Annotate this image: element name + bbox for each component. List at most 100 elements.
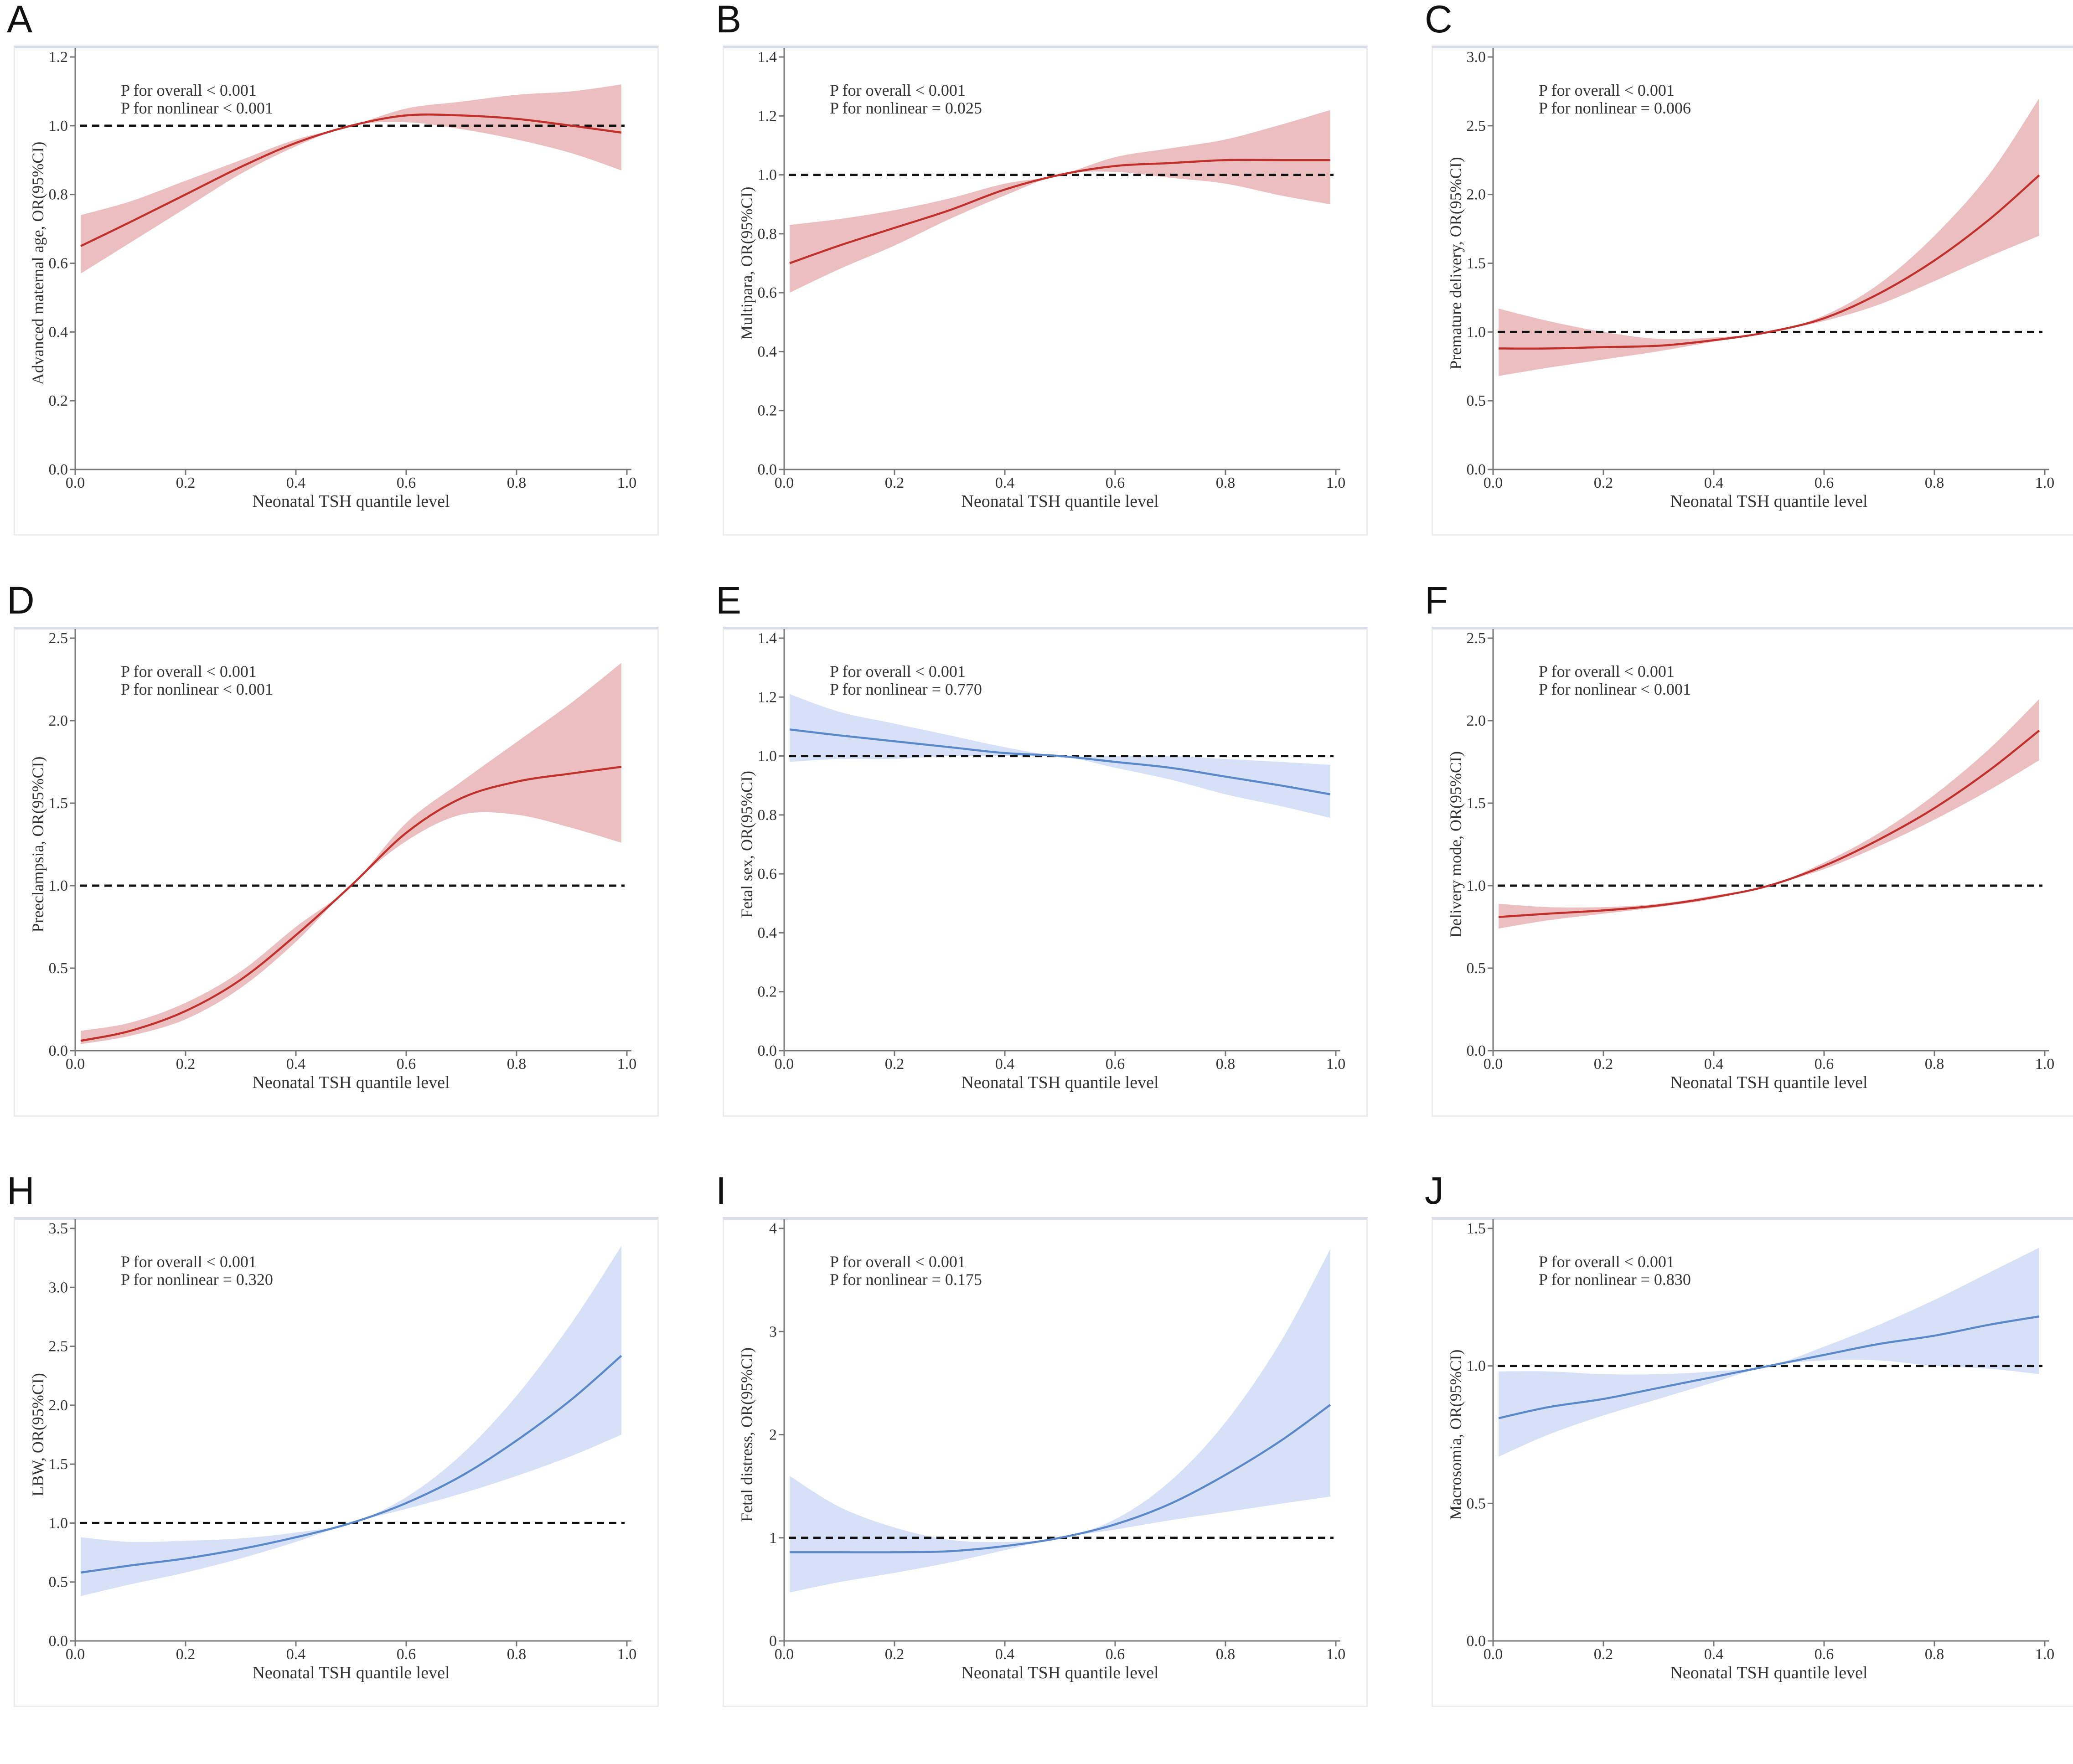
- y-tick-label: 2.5: [49, 630, 68, 647]
- y-tick-label: 2.5: [1467, 630, 1486, 647]
- y-tick-label: 1.0: [49, 1515, 68, 1532]
- p-value-annotation: P for nonlinear = 0.025: [830, 99, 982, 117]
- x-axis-label: Neonatal TSH quantile level: [961, 492, 1158, 511]
- y-tick-label: 1.2: [49, 49, 68, 66]
- x-tick-label: 1.0: [1326, 475, 1346, 491]
- x-axis-label: Neonatal TSH quantile level: [252, 492, 450, 511]
- y-tick-label: 0.6: [49, 255, 68, 272]
- p-value-annotation: P for overall < 0.001: [1539, 81, 1675, 99]
- y-tick-label: 1.5: [1467, 795, 1486, 812]
- x-tick-label: 0.4: [995, 475, 1015, 491]
- x-axis-label: Neonatal TSH quantile level: [1670, 492, 1867, 511]
- y-tick-label: 0: [769, 1633, 777, 1650]
- x-tick-label: 0.2: [1594, 1056, 1613, 1073]
- or-curve: [80, 113, 622, 247]
- y-tick-label: 0.0: [1467, 1633, 1486, 1650]
- plot-frame: [1432, 627, 2073, 1117]
- p-value-annotation: P for nonlinear = 0.320: [121, 1270, 273, 1289]
- y-axis-label: Fetal sex, OR(95%CI): [738, 771, 756, 918]
- x-tick-label: 0.0: [775, 1646, 794, 1663]
- y-axis-label: Multipara, OR(95%CI): [738, 187, 756, 340]
- chart-svg: 0.0 0.2 0.4 0.6 0.8 1.0 0.0 0.2 0.4 0.6 0.8 1.0 1.2 1…: [738, 629, 1345, 1092]
- x-tick-label: 0.4: [286, 1056, 306, 1073]
- x-tick-label: 1.0: [617, 1056, 637, 1073]
- x-tick-label: 0.8: [507, 475, 527, 491]
- p-value-annotation: P for overall < 0.001: [121, 662, 257, 681]
- p-value-annotation: P for nonlinear = 0.006: [1539, 99, 1691, 117]
- x-tick-label: 0.8: [1216, 475, 1236, 491]
- y-tick-label: 2: [769, 1427, 777, 1444]
- x-tick-label: 0.0: [775, 1056, 794, 1073]
- x-tick-label: 0.6: [397, 1646, 416, 1663]
- panel-letter: F: [1425, 579, 1448, 622]
- x-tick-label: 0.4: [995, 1646, 1015, 1663]
- chart-svg: 0.0 0.2 0.4 0.6 0.8 1.0 0.0 0.5 1.0 1.5 2.0 2.5 Neon…: [1447, 629, 2054, 1092]
- confidence-band: [81, 663, 621, 1044]
- y-tick-label: 2.0: [1467, 712, 1486, 729]
- x-tick-label: 0.6: [397, 1056, 416, 1073]
- y-axis-label: Delivery mode, OR(95%CI): [1447, 751, 1465, 938]
- panel-i: I 0.0 0.2 0.4 0.6 0.8 1.0 0 1 2 3 4 Neonatal TSH qu…: [716, 1171, 1406, 1764]
- x-tick-label: 0.0: [775, 475, 794, 491]
- y-tick-label: 3.5: [49, 1220, 68, 1237]
- x-tick-label: 0.8: [1216, 1646, 1236, 1663]
- confidence-band: [1499, 1248, 2039, 1457]
- y-tick-label: 1.0: [49, 877, 68, 894]
- y-tick-label: 0.0: [1467, 1042, 1486, 1059]
- y-tick-label: 1.5: [49, 795, 68, 812]
- plot-frame: [14, 1217, 659, 1707]
- x-tick-label: 0.0: [1484, 1646, 1503, 1663]
- x-tick-label: 0.8: [507, 1056, 527, 1073]
- y-tick-label: 0.5: [49, 1574, 68, 1591]
- y-axis-label: Macrosomia, OR(95%CI): [1447, 1350, 1465, 1520]
- y-tick-label: 1: [769, 1530, 777, 1547]
- x-tick-label: 1.0: [2035, 1646, 2055, 1663]
- y-tick-label: 2.0: [49, 712, 68, 729]
- confidence-band: [81, 1246, 621, 1596]
- y-tick-label: 0.8: [758, 226, 777, 242]
- x-axis-label: Neonatal TSH quantile level: [1670, 1073, 1867, 1092]
- y-tick-label: 0.0: [758, 461, 777, 478]
- y-tick-label: 0.2: [758, 984, 777, 1001]
- y-tick-label: 2.5: [1467, 118, 1486, 134]
- panel-f: F 0.0 0.2 0.4 0.6 0.8 1.0 0.0 0.5 1.0 1.5 2.0 2.5 Ne…: [1425, 581, 2073, 1174]
- x-tick-label: 0.8: [1925, 1646, 1944, 1663]
- chart-svg: 0.0 0.2 0.4 0.6 0.8 1.0 0.0 0.2 0.4 0.6 0.8 1.0 1.2 N…: [29, 48, 636, 511]
- panel-letter: I: [716, 1169, 727, 1212]
- y-tick-label: 3.0: [49, 1279, 68, 1296]
- panel-letter: A: [7, 0, 33, 41]
- chart-svg: 0.0 0.2 0.4 0.6 0.8 1.0 0.0 0.5 1.0 1.5 Neonatal T…: [1447, 1219, 2055, 1682]
- y-tick-label: 0.4: [758, 343, 777, 360]
- x-tick-label: 0.4: [286, 1646, 306, 1663]
- x-tick-label: 1.0: [2035, 475, 2055, 491]
- or-curve: [1498, 1315, 2040, 1419]
- x-tick-label: 0.0: [66, 1056, 85, 1073]
- y-axis-label: LBW, OR(95%CI): [29, 1373, 47, 1496]
- x-tick-label: 0.2: [885, 1056, 905, 1073]
- y-tick-label: 0.0: [758, 1042, 777, 1059]
- y-tick-label: 1.2: [758, 108, 777, 124]
- y-tick-label: 1.5: [1467, 255, 1486, 272]
- or-curve: [80, 766, 622, 1042]
- plot-frame: [723, 46, 1368, 536]
- y-tick-label: 1.4: [758, 630, 777, 647]
- p-value-annotation: P for overall < 0.001: [1539, 1253, 1675, 1271]
- or-curve: [789, 159, 1330, 264]
- x-tick-label: 0.2: [1594, 475, 1613, 491]
- x-tick-label: 1.0: [617, 1646, 637, 1663]
- y-tick-label: 0.4: [49, 324, 68, 340]
- x-tick-label: 1.0: [1326, 1646, 1346, 1663]
- y-tick-label: 3: [769, 1323, 777, 1340]
- x-tick-label: 0.2: [176, 1056, 196, 1073]
- y-axis-label: Fetal distress, OR(95%CI): [738, 1347, 756, 1522]
- x-tick-label: 0.2: [1594, 1646, 1613, 1663]
- x-tick-label: 0.6: [1815, 475, 1834, 491]
- y-axis-label: Premature delivery, OR(95%CI): [1447, 157, 1465, 370]
- y-tick-label: 0.6: [758, 284, 777, 301]
- panel-a: A 0.0 0.2 0.4 0.6 0.8 1.0 0.0 0.2 0.4 0.6 0.8 1.0 1.…: [7, 0, 698, 593]
- chart-svg: 0.0 0.2 0.4 0.6 0.8 1.0 0.0 0.5 1.0 1.5 2.0 2.5 3.0 N…: [1447, 48, 2055, 511]
- y-tick-label: 0.5: [49, 960, 68, 977]
- panel-letter: D: [7, 579, 35, 622]
- panel-b: B 0.0 0.2 0.4 0.6 0.8 1.0 0.0 0.2 0.4 0.6 0.8 1.0 1.…: [716, 0, 1406, 593]
- p-value-annotation: P for overall < 0.001: [1539, 662, 1675, 681]
